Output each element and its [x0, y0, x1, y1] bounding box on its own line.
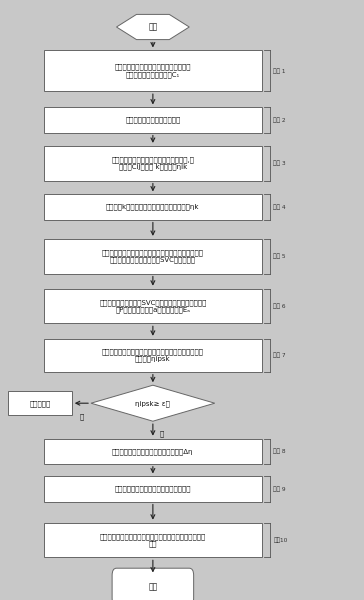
Text: 暂态分析在不同配置方案、不同场景下各变电站的电压
安全裕度ηipsk: 暂态分析在不同配置方案、不同场景下各变电站的电压 安全裕度ηipsk	[102, 348, 204, 362]
Text: 计算各有效配置方案的代价和经济代价比: 计算各有效配置方案的代价和经济代价比	[115, 485, 191, 493]
Text: 步骤 7: 步骤 7	[273, 352, 286, 358]
Text: 计算母线k在所有场景下的电压综合安全裕度ηk: 计算母线k在所有场景下的电压综合安全裕度ηk	[106, 203, 199, 211]
FancyBboxPatch shape	[44, 289, 262, 323]
FancyBboxPatch shape	[112, 568, 194, 600]
Text: 选择综合安全稳定裕度最低变电站至枢纽变电路最短路
径上的所有变电站作为配置SVC备选变电站: 选择综合安全稳定裕度最低变电站至枢纽变电路最短路 径上的所有变电站作为配置SVC…	[102, 249, 204, 263]
FancyBboxPatch shape	[44, 338, 262, 371]
FancyBboxPatch shape	[8, 391, 72, 415]
Text: 计算有效方案下系统电压综合提高裕度Δη: 计算有效方案下系统电压综合提高裕度Δη	[112, 448, 194, 455]
Text: 确定所考核运行方式和故障集，运行方式
（下游性能故障）为矩阵C₁: 确定所考核运行方式和故障集，运行方式 （下游性能故障）为矩阵C₁	[115, 64, 191, 78]
FancyBboxPatch shape	[44, 107, 262, 133]
FancyBboxPatch shape	[44, 476, 262, 502]
Text: 步骤 2: 步骤 2	[273, 117, 286, 123]
FancyBboxPatch shape	[44, 50, 262, 91]
FancyBboxPatch shape	[44, 239, 262, 274]
Text: 确定所考核时线及其考核指标: 确定所考核时线及其考核指标	[125, 116, 181, 124]
Text: 性能代价比对应最高的配置起点和配置容量及为最优配置
方案: 性能代价比对应最高的配置起点和配置容量及为最优配置 方案	[100, 533, 206, 547]
FancyBboxPatch shape	[44, 146, 262, 181]
Text: ηipsk≥ ε？: ηipsk≥ ε？	[135, 400, 170, 407]
Text: 步骤 6: 步骤 6	[273, 303, 286, 309]
Text: 步骤 3: 步骤 3	[273, 160, 286, 166]
Text: 否: 否	[79, 413, 84, 420]
Text: 步骤10: 步骤10	[273, 537, 288, 543]
Text: 暂态分析各场景下各母线的电压安全裕度,记
比场景Cij下母线 k的裕度为ηik: 暂态分析各场景下各母线的电压安全裕度,记 比场景Cij下母线 k的裕度为ηik	[111, 156, 194, 170]
Text: 是: 是	[160, 430, 164, 437]
Text: 步骤 9: 步骤 9	[273, 486, 286, 492]
Text: 步骤 4: 步骤 4	[273, 204, 286, 210]
FancyBboxPatch shape	[44, 439, 262, 464]
Text: 步骤 1: 步骤 1	[273, 68, 286, 74]
Polygon shape	[116, 14, 189, 40]
FancyBboxPatch shape	[44, 523, 262, 557]
Text: 结束: 结束	[148, 582, 158, 592]
Text: 淘汰该方案: 淘汰该方案	[29, 400, 51, 407]
Text: 开始: 开始	[148, 22, 158, 31]
Text: 步骤 5: 步骤 5	[273, 253, 286, 259]
Text: 步骤 8: 步骤 8	[273, 448, 286, 454]
Text: 确定不同在备选变电站SVC的不同配置容量，记在变电
站P配置容量方案为a的配置方案为Eₐ: 确定不同在备选变电站SVC的不同配置容量，记在变电 站P配置容量方案为a的配置方…	[99, 299, 206, 313]
Polygon shape	[91, 385, 215, 421]
FancyBboxPatch shape	[44, 194, 262, 220]
